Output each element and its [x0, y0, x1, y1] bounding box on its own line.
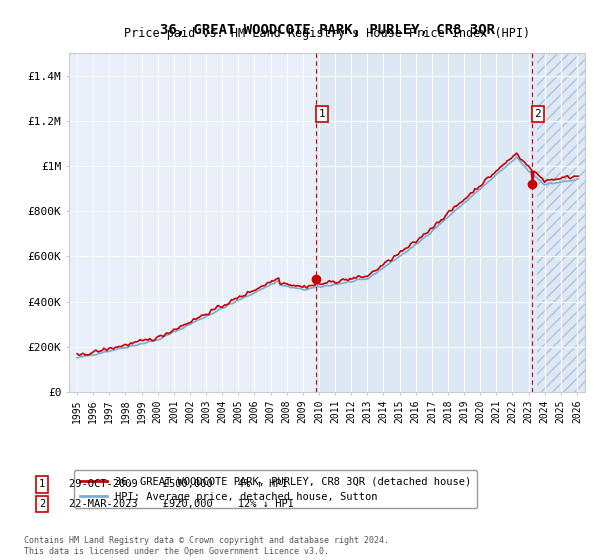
Text: Contains HM Land Registry data © Crown copyright and database right 2024.
This d: Contains HM Land Registry data © Crown c… [24, 536, 389, 556]
Text: 29-OCT-2009    £500,000    4% ↑ HPI: 29-OCT-2009 £500,000 4% ↑ HPI [69, 479, 288, 489]
Bar [316, 53, 536, 392]
Text: 22-MAR-2023    £920,000    12% ↓ HPI: 22-MAR-2023 £920,000 12% ↓ HPI [69, 499, 294, 509]
Bar [536, 53, 585, 392]
Legend: 36, GREAT WOODCOTE PARK, PURLEY, CR8 3QR (detached house), HPI: Average price, d: 36, GREAT WOODCOTE PARK, PURLEY, CR8 3QR… [74, 470, 478, 508]
Text: 2: 2 [535, 109, 541, 119]
Text: Price paid vs. HM Land Registry's House Price Index (HPI): Price paid vs. HM Land Registry's House … [124, 27, 530, 40]
Title: 36, GREAT WOODCOTE PARK, PURLEY, CR8 3QR: 36, GREAT WOODCOTE PARK, PURLEY, CR8 3QR [160, 23, 494, 37]
Text: 1: 1 [39, 479, 45, 489]
Text: 1: 1 [319, 109, 325, 119]
Text: 2: 2 [39, 499, 45, 509]
